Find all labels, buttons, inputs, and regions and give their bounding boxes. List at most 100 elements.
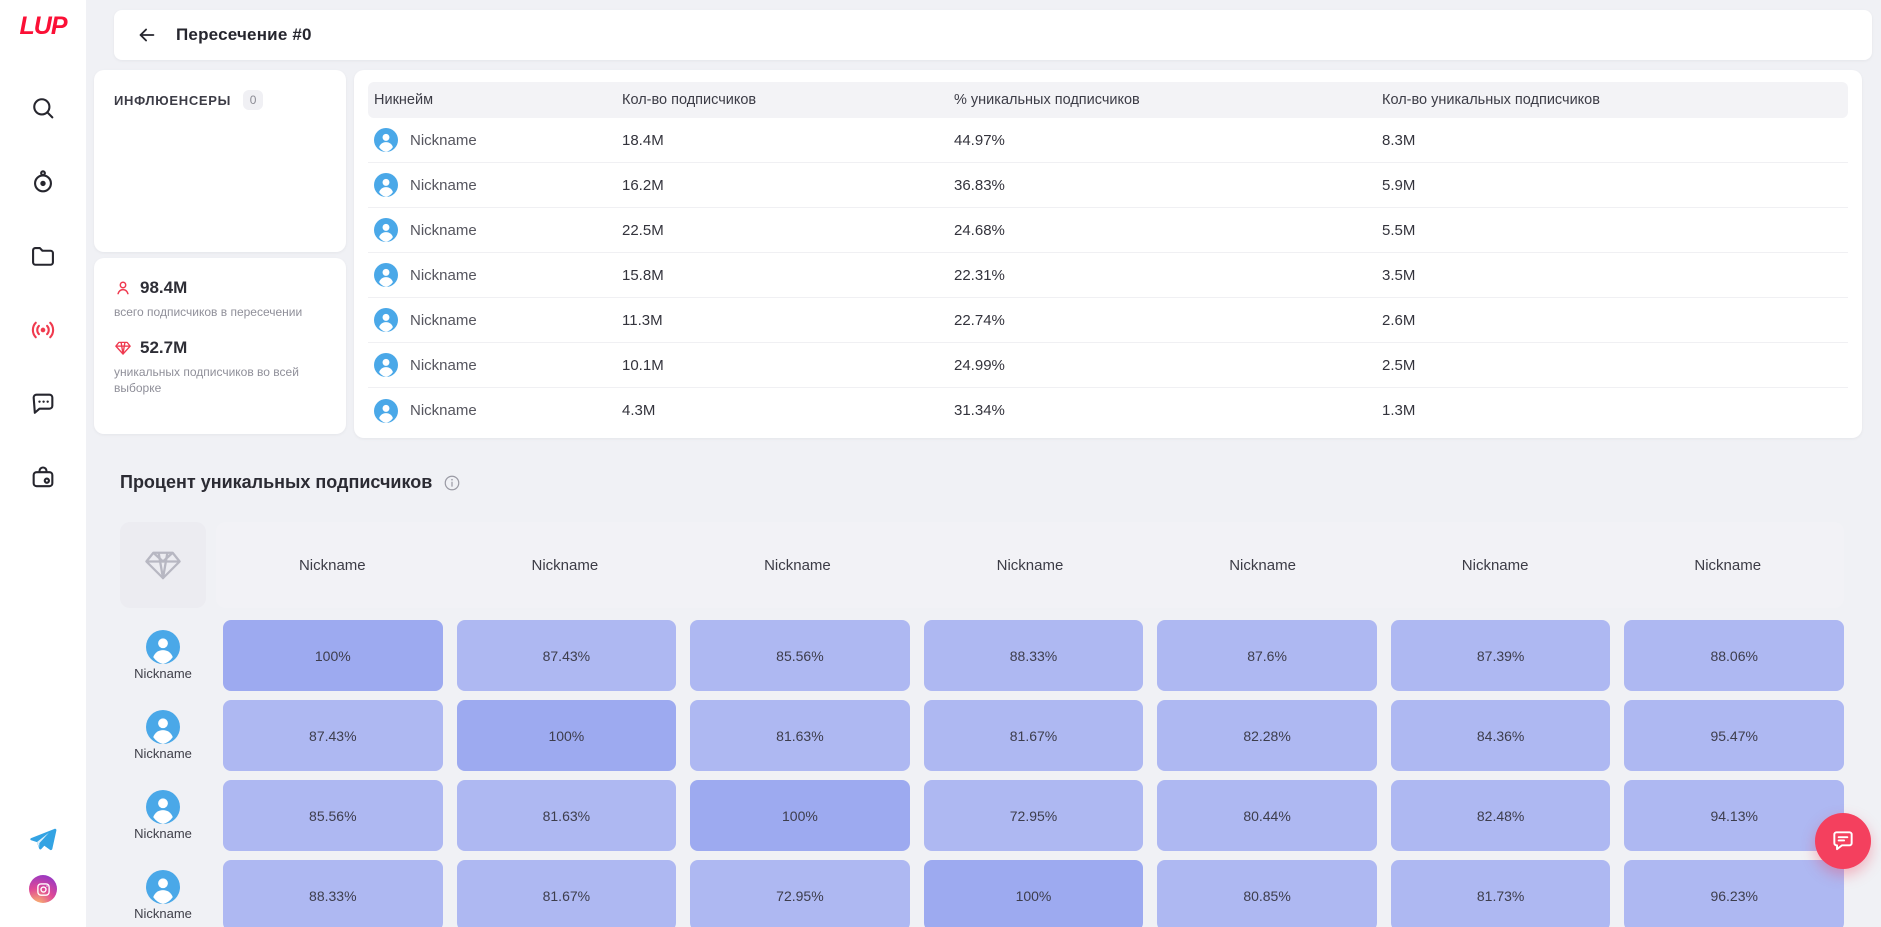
matrix-cell: 72.95% bbox=[923, 780, 1144, 851]
matrix-title-text: Процент уникальных подписчиков bbox=[120, 472, 433, 492]
avatar bbox=[374, 173, 398, 197]
logo[interactable]: LUP bbox=[19, 12, 68, 40]
chat-fab[interactable] bbox=[1815, 813, 1871, 869]
row-nickname: Nickname bbox=[410, 131, 477, 149]
row-unique-pct: 31.34% bbox=[954, 402, 1005, 419]
matrix-cell: 87.43% bbox=[456, 620, 677, 691]
row-followers: 11.3M bbox=[622, 311, 663, 329]
matrix-column-headers: Nickname Nickname Nickname Nickname Nick… bbox=[216, 522, 1844, 608]
matrix-cell: 88.33% bbox=[223, 860, 443, 927]
row-followers: 4.3M bbox=[622, 402, 656, 419]
avatar bbox=[146, 870, 180, 904]
folder-icon[interactable] bbox=[28, 241, 58, 271]
influencers-count-badge: 0 bbox=[243, 90, 264, 110]
matrix-cell: 85.56% bbox=[223, 780, 443, 851]
avatar bbox=[374, 308, 398, 332]
matrix-cell: 82.28% bbox=[1157, 700, 1377, 771]
header: Пересечение #0 bbox=[114, 10, 1872, 60]
bag-icon[interactable] bbox=[28, 463, 58, 493]
row-unique-pct: 44.97% bbox=[954, 131, 1005, 149]
row-followers: 18.4M bbox=[622, 131, 664, 149]
table-row[interactable]: Nickname 18.4M 44.97% 8.3M bbox=[368, 118, 1848, 163]
matrix-cell: 81.73% bbox=[1390, 860, 1611, 927]
stat-unique-value: 52.7M bbox=[140, 338, 188, 358]
sidebar-nav bbox=[28, 93, 58, 493]
row-followers: 22.5M bbox=[622, 221, 664, 239]
sidebar: LUP bbox=[0, 0, 86, 927]
matrix-cell: 87.39% bbox=[1390, 620, 1611, 691]
stat-unique-label: уникальных подписчиков во всей выборке bbox=[114, 365, 299, 396]
row-nickname: Nickname bbox=[410, 176, 477, 194]
matrix-col-header: Nickname bbox=[531, 556, 599, 574]
avatar bbox=[374, 398, 398, 423]
col-followers: Кол-во подписчиков bbox=[622, 92, 757, 108]
diamond-icon bbox=[145, 551, 181, 580]
matrix-cell: 88.33% bbox=[923, 620, 1144, 691]
row-unique-pct: 36.83% bbox=[954, 176, 1005, 194]
influencers-panel: ИНФЛЮЕНСЕРЫ 0 bbox=[94, 70, 346, 252]
row-unique-count: 2.5M bbox=[1382, 356, 1416, 374]
matrix-col-header: Nickname bbox=[996, 556, 1064, 574]
row-unique-count: 5.5M bbox=[1382, 221, 1416, 239]
info-icon[interactable] bbox=[442, 473, 462, 493]
settings-icon[interactable] bbox=[28, 167, 58, 197]
influencers-title: ИНФЛЮЕНСЕРЫ bbox=[114, 92, 232, 108]
matrix-col-header: Nickname bbox=[298, 556, 366, 574]
row-nickname: Nickname bbox=[410, 221, 477, 239]
table-row[interactable]: Nickname 10.1M 24.99% 2.5M bbox=[368, 343, 1848, 388]
matrix-corner bbox=[120, 522, 206, 608]
row-followers: 16.2M bbox=[622, 176, 664, 194]
matrix-cell: 80.44% bbox=[1157, 780, 1377, 851]
stat-total-followers: 98.4M всего подписчиков в пересечении bbox=[114, 278, 326, 320]
matrix-row-headers: Nickname Nickname Nickname Nickname bbox=[120, 620, 206, 927]
row-followers: 10.1M bbox=[622, 356, 664, 374]
search-icon[interactable] bbox=[28, 93, 58, 123]
matrix-cell: 87.6% bbox=[1157, 620, 1377, 691]
matrix-row-header: Nickname bbox=[120, 700, 206, 771]
matrix-cell: 96.23% bbox=[1624, 860, 1844, 927]
matrix-row-header: Nickname bbox=[120, 780, 206, 851]
matrix-cell: 80.85% bbox=[1157, 860, 1377, 927]
table-row[interactable]: Nickname 15.8M 22.31% 3.5M bbox=[368, 253, 1848, 298]
instagram-icon[interactable] bbox=[27, 873, 59, 905]
avatar bbox=[146, 710, 180, 744]
row-unique-pct: 24.99% bbox=[954, 356, 1005, 374]
row-unique-count: 3.5M bbox=[1382, 266, 1416, 284]
chat-icon[interactable] bbox=[28, 389, 58, 419]
matrix-cell: 88.06% bbox=[1624, 620, 1844, 691]
row-nickname: Nickname bbox=[410, 311, 477, 329]
matrix-col-header: Nickname bbox=[1694, 556, 1762, 574]
avatar bbox=[374, 263, 398, 287]
row-nickname: Nickname bbox=[410, 356, 477, 374]
avatar bbox=[146, 790, 180, 824]
row-unique-pct: 22.74% bbox=[954, 311, 1005, 329]
table-row[interactable]: Nickname 16.2M 36.83% 5.9M bbox=[368, 163, 1848, 208]
matrix-cell: 100% bbox=[223, 620, 443, 691]
matrix-row-header: Nickname bbox=[120, 860, 206, 927]
avatar bbox=[374, 218, 398, 242]
matrix-cell: 72.95% bbox=[690, 860, 910, 927]
table-row[interactable]: Nickname 11.3M 22.74% 2.6M bbox=[368, 298, 1848, 343]
back-button[interactable] bbox=[132, 20, 162, 50]
stat-total-value: 98.4M bbox=[140, 278, 188, 297]
matrix-row-header: Nickname bbox=[120, 620, 206, 691]
matrix-cell: 81.63% bbox=[690, 700, 910, 771]
row-unique-count: 2.6M bbox=[1382, 311, 1416, 329]
avatar bbox=[146, 630, 180, 664]
telegram-icon[interactable] bbox=[27, 823, 59, 855]
overlap-matrix: 100% 87.43% 85.56% 88.33% 87.6% 87.39% 8… bbox=[223, 620, 1844, 927]
matrix-cell: 87.43% bbox=[223, 700, 443, 771]
row-unique-count: 1.3M bbox=[1382, 402, 1416, 419]
table-row[interactable]: Nickname 4.3M 31.34% 1.3M bbox=[368, 388, 1848, 433]
row-unique-count: 5.9M bbox=[1382, 176, 1416, 194]
followers-table: Никнейм Кол-во подписчиков % уникальных … bbox=[354, 70, 1862, 438]
broadcast-icon[interactable] bbox=[28, 315, 58, 345]
matrix-title: Процент уникальных подписчиков bbox=[120, 472, 462, 493]
matrix-col-header: Nickname bbox=[1461, 556, 1529, 574]
table-row[interactable]: Nickname 22.5M 24.68% 5.5M bbox=[368, 208, 1848, 253]
matrix-cell: 95.47% bbox=[1624, 700, 1844, 771]
row-unique-pct: 24.68% bbox=[954, 221, 1005, 239]
matrix-cell: 94.13% bbox=[1624, 780, 1844, 851]
avatar bbox=[374, 353, 398, 377]
matrix-cell: 100% bbox=[923, 860, 1144, 927]
